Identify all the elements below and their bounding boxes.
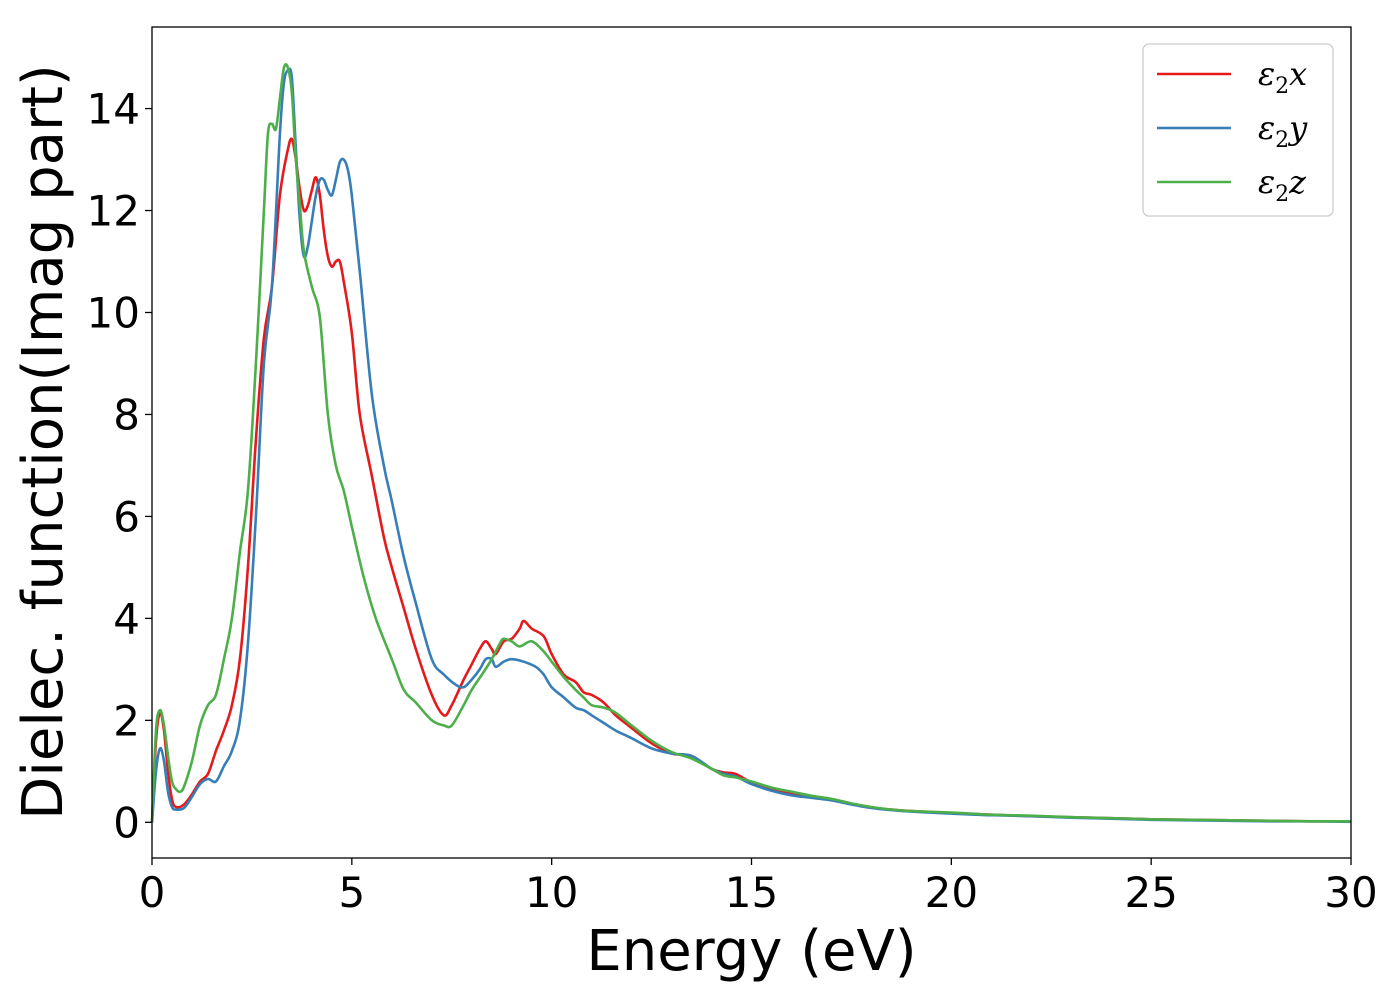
y-tick-label: 8 [113,390,140,439]
y-axis-ticks: 0 2 4 6 8 10 12 14 [87,85,152,847]
x-tick-label: 15 [725,868,778,917]
x-axis-title: Energy (eV) [586,919,916,984]
y-tick-label: 14 [87,85,140,134]
legend-label-y: ε2y [1258,109,1308,153]
x-axis-ticks: 0 5 10 15 20 25 30 [139,858,1378,917]
y-tick-label: 0 [113,798,140,847]
legend-label-z: ε2z [1258,163,1307,207]
y-tick-label: 4 [113,594,140,643]
x-tick-label: 25 [1124,868,1177,917]
legend: ε2x ε2y ε2z [1142,43,1334,217]
x-tick-label: 5 [338,868,365,917]
x-tick-label: 30 [1324,868,1377,917]
y-axis-title: Dielec. function(Imag part) [11,64,76,820]
y-tick-label: 2 [113,696,140,745]
y-tick-label: 6 [113,492,140,541]
series-line-y [150,67,1352,824]
series-layer [150,62,1352,824]
y-tick-label: 12 [87,187,140,236]
x-tick-label: 20 [925,868,978,917]
x-tick-label: 10 [525,868,578,917]
y-tick-label: 10 [87,288,140,337]
legend-box [1142,43,1334,217]
series-line-z [150,62,1352,823]
legend-label-x: ε2x [1258,55,1307,99]
x-tick-label: 0 [139,868,166,917]
series-line-x [150,137,1352,823]
